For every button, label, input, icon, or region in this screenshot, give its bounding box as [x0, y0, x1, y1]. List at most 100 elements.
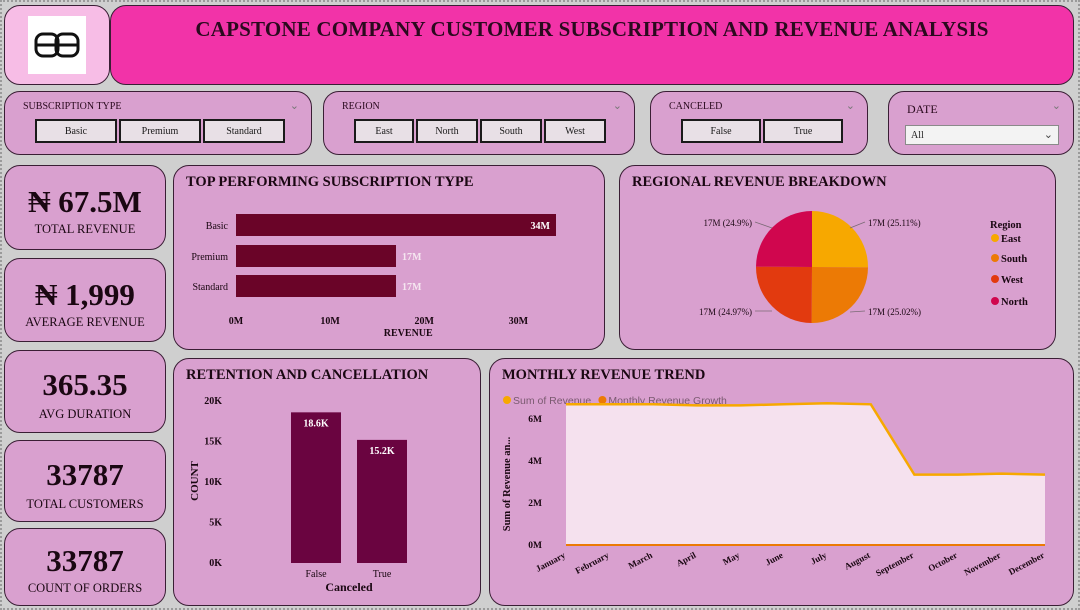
y-axis-label: COUNT	[189, 460, 201, 500]
chart-title: MONTHLY REVENUE TREND	[502, 367, 706, 383]
bar-standard[interactable]	[236, 275, 396, 297]
chip-east[interactable]: East	[354, 119, 414, 143]
chevron-down-icon[interactable]: ⌄	[845, 99, 855, 112]
y-tick-label: 6M	[528, 415, 542, 425]
chevron-down-icon[interactable]: ⌄	[1051, 99, 1061, 112]
legend-item[interactable]: East	[1001, 234, 1021, 245]
x-tick-label: January	[534, 550, 567, 574]
slicer-title: SUBSCRIPTION TYPE	[23, 101, 122, 112]
x-tick-label: August	[843, 550, 872, 572]
bar-basic[interactable]	[236, 214, 556, 236]
x-tick-label: 10M	[320, 316, 340, 327]
slice-label: 17M (24.97%)	[699, 307, 752, 317]
chart-top-subscription: TOP PERFORMING SUBSCRIPTION TYPE Basic 34…	[173, 165, 605, 350]
slicer-title: REGION	[342, 101, 380, 112]
legend-marker	[991, 297, 999, 305]
bar-premium[interactable]	[236, 245, 396, 267]
category-label: Standard	[192, 282, 228, 293]
chevron-down-icon: ⌄	[1043, 128, 1053, 141]
pie-slice-south[interactable]	[811, 267, 868, 323]
chip-true[interactable]: True	[763, 119, 843, 143]
x-tick-label: October	[926, 550, 959, 574]
legend-marker	[991, 234, 999, 242]
kpi-value: 33787	[46, 543, 124, 578]
y-tick-label: 0M	[528, 541, 542, 551]
legend-marker	[991, 275, 999, 283]
chip-premium[interactable]: Premium	[119, 119, 201, 143]
legend-item[interactable]: West	[1001, 275, 1024, 286]
x-tick-label: September	[874, 550, 915, 578]
kpi-average-revenue: ₦ 1,999 AVERAGE REVENUE	[4, 258, 166, 342]
kpi-label: AVG DURATION	[38, 407, 132, 421]
category-label: True	[373, 569, 392, 580]
x-tick-label: July	[809, 550, 829, 567]
chip-standard[interactable]: Standard	[203, 119, 285, 143]
chip-west[interactable]: West	[544, 119, 606, 143]
x-axis-label: Canceled	[325, 580, 373, 594]
chart-title: RETENTION AND CANCELLATION	[186, 367, 429, 383]
bar-false[interactable]	[291, 412, 341, 563]
chip-false[interactable]: False	[681, 119, 761, 143]
y-tick-label: 0K	[209, 558, 222, 569]
y-tick-label: 15K	[204, 437, 222, 448]
kpi-value: 365.35	[42, 367, 128, 402]
title-banner: CAPSTONE COMPANY CUSTOMER SUBSCRIPTION A…	[110, 5, 1074, 85]
slicer-region: REGION ⌄ East North South West	[323, 91, 635, 155]
x-tick-label: April	[675, 550, 698, 569]
x-tick-label: December	[1007, 550, 1046, 577]
kpi-total-revenue: ₦ 67.5M TOTAL REVENUE	[4, 165, 166, 250]
pie-slice-north[interactable]	[756, 211, 812, 267]
chip-north[interactable]: North	[416, 119, 478, 143]
kpi-avg-duration: 365.35 AVG DURATION	[4, 350, 166, 433]
x-tick-label: March	[627, 550, 654, 571]
y-tick-label: 10K	[204, 477, 222, 488]
subscription-bar-chart: Basic 34M Premium 17M Standard 17M 0M 10M 20M 30M…	[191, 214, 556, 339]
y-tick-label: 2M	[528, 499, 542, 509]
slicer-title: DATE	[907, 102, 938, 116]
data-label: 34M	[531, 221, 551, 232]
slicer-date: DATE ⌄ All ⌄	[888, 91, 1074, 155]
kpi-label: AVERAGE REVENUE	[25, 315, 145, 329]
slicer-canceled: CANCELED ⌄ False True	[650, 91, 868, 155]
chart-regional-revenue: REGIONAL REVENUE BREAKDOWN 17M (25.11%) 1…	[619, 165, 1056, 350]
chip-basic[interactable]: Basic	[35, 119, 117, 143]
date-dropdown-value: All	[911, 129, 924, 141]
pie-slice-west[interactable]	[756, 266, 812, 323]
chart-title: REGIONAL REVENUE BREAKDOWN	[632, 174, 887, 190]
y-tick-label: 4M	[528, 457, 542, 467]
chip-south[interactable]: South	[480, 119, 542, 143]
revenue-area	[566, 403, 1045, 545]
chart-retention: RETENTION AND CANCELLATION 0K 5K 10K 15K 20K…	[173, 358, 481, 606]
legend-item[interactable]: South	[1001, 254, 1027, 265]
x-tick-label: November	[962, 550, 1002, 578]
bb-logo-icon	[28, 16, 86, 74]
data-label: 17M	[402, 282, 422, 293]
series-line-revenue[interactable]	[566, 401, 1046, 476]
category-label: False	[305, 569, 327, 580]
slicer-title: CANCELED	[669, 101, 723, 112]
bar-true[interactable]	[357, 439, 407, 563]
slicer-subscription-type: SUBSCRIPTION TYPE ⌄ Basic Premium Standa…	[4, 91, 312, 155]
chevron-down-icon[interactable]: ⌄	[612, 99, 622, 112]
kpi-label: TOTAL REVENUE	[34, 222, 136, 236]
dashboard-title: CAPSTONE COMPANY CUSTOMER SUBSCRIPTION A…	[195, 16, 989, 41]
data-label: 17M	[402, 252, 422, 263]
leader-line	[754, 221, 773, 229]
x-tick-label: 30M	[509, 316, 529, 327]
chevron-down-icon[interactable]: ⌄	[289, 99, 299, 112]
retention-bar-chart: 0K 5K 10K 15K 20K COUNT 18.6K False 15.2K TrueCan…	[189, 396, 407, 594]
date-dropdown[interactable]: All ⌄	[905, 125, 1059, 145]
legend-item[interactable]: North	[1001, 297, 1028, 308]
x-tick-label: May	[721, 550, 742, 567]
y-axis-label: Sum of Revenue an...	[502, 436, 513, 531]
pie-slice-east[interactable]	[812, 211, 868, 268]
kpi-label: TOTAL CUSTOMERS	[26, 497, 144, 511]
regional-pie-chart: 17M (25.11%) 17M (25.02%) 17M (24.97%) 17M …	[699, 211, 1028, 323]
kpi-value: ₦ 1,999	[35, 277, 135, 312]
y-tick-label: 20K	[204, 396, 222, 407]
slice-label: 17M (25.11%)	[868, 218, 921, 228]
kpi-value: ₦ 67.5M	[28, 184, 142, 219]
leader-line	[849, 310, 866, 313]
category-label: Basic	[206, 221, 229, 232]
